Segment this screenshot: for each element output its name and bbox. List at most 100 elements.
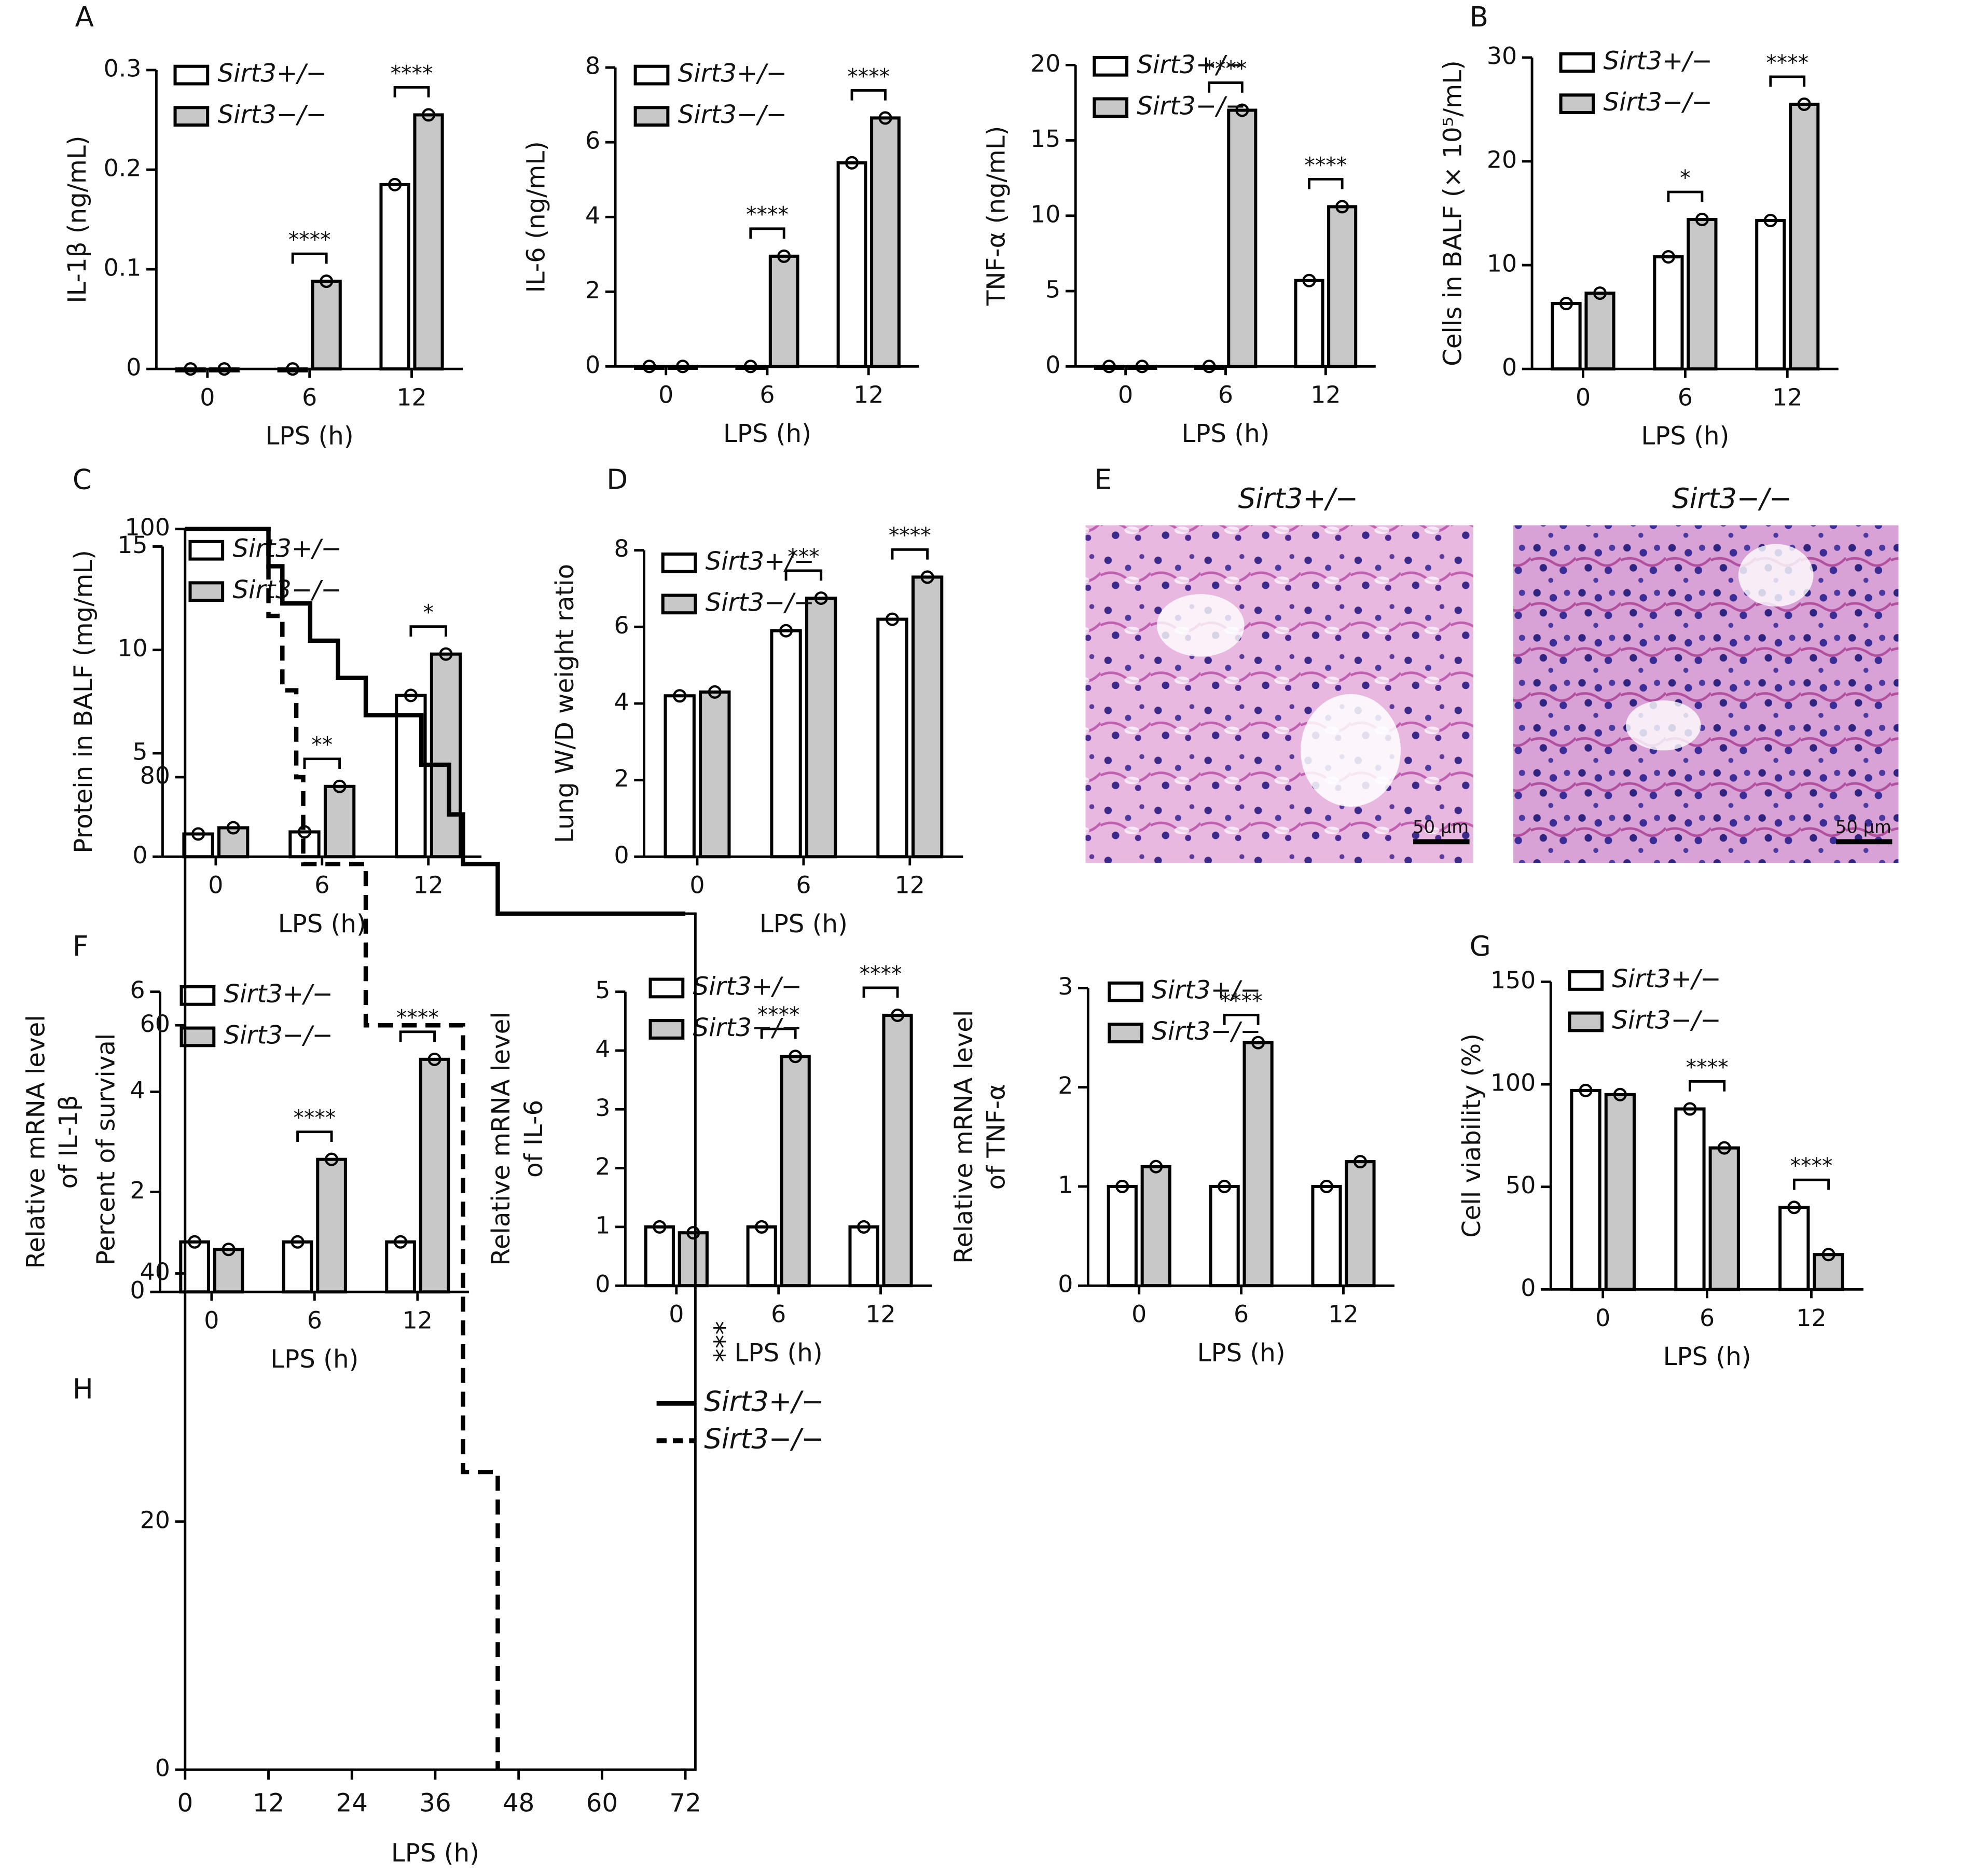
x-tick-label: 12 <box>253 1789 284 1818</box>
significance-bracket <box>1667 190 1704 202</box>
x-tick-label: 48 <box>503 1789 534 1818</box>
bar <box>848 1225 879 1288</box>
bar <box>780 1055 811 1288</box>
y-tick-label: 50 <box>1506 1171 1536 1199</box>
chart: C 0 5 10 15 Protein in BALF (mg/mL) LPS (h) 0 6 *… <box>69 464 482 939</box>
bar-cap <box>188 1235 202 1249</box>
y-axis-label: IL-6 (ng/mL) <box>522 141 551 293</box>
bar <box>1755 219 1786 371</box>
y-tick-label: 0 <box>130 1276 145 1304</box>
bar <box>699 690 731 859</box>
chart: B 0 10 20 30 Cells in BALF (× 10⁵/mL) LPS (h) 0… <box>1439 1 1839 451</box>
bar-cap <box>708 685 722 699</box>
x-tick-label: 0 <box>1131 1300 1147 1328</box>
significance-bracket <box>1792 1178 1830 1190</box>
legend-swatch <box>633 64 670 86</box>
x-tick-label: 6 <box>759 381 775 409</box>
significance-bracket <box>1769 75 1806 87</box>
x-tick-label: 72 <box>669 1789 701 1818</box>
x-tick-label: 6 <box>771 1300 786 1328</box>
y-axis-label: TNF-α (ng/mL) <box>982 126 1011 307</box>
bar <box>419 1057 450 1294</box>
y-tick-label: 4 <box>595 1034 610 1063</box>
y-tick-label: 10 <box>1487 250 1517 278</box>
x-tick-label: 12 <box>1328 1300 1358 1328</box>
legend-label: Sirt3−/− <box>706 588 814 617</box>
bar <box>664 694 696 859</box>
panel-label: D <box>606 464 628 496</box>
y-axis-label: Relative mRNA level <box>949 1010 978 1264</box>
legend-swatch <box>648 1019 685 1040</box>
bar-cap <box>333 779 347 793</box>
bar-cap <box>755 1220 769 1234</box>
y-tick-label: 0 <box>132 841 147 869</box>
x-tick-label: 24 <box>336 1789 368 1818</box>
x-tick-label: 0 <box>658 381 673 409</box>
bar-cap <box>777 249 791 263</box>
bar <box>644 1225 675 1288</box>
significance-bracket <box>1689 1080 1726 1092</box>
histology-panel: E Sirt3+/− Sirt3−/− 50 μm 50 μm <box>1085 464 1899 863</box>
bar <box>1687 218 1718 371</box>
significance-label: *** <box>788 544 819 569</box>
y-tick-label: 3 <box>595 1094 610 1122</box>
x-tick-label: 0 <box>177 1789 193 1818</box>
bar-cap <box>743 360 757 374</box>
y-tick-label: 0.1 <box>104 254 142 282</box>
significance-label: **** <box>1205 56 1247 81</box>
bar <box>213 1248 244 1294</box>
y-tick-label: 40 <box>140 1258 170 1286</box>
bar <box>430 652 462 859</box>
significance-label: **** <box>391 61 433 86</box>
y-axis-label: Lung W/D weight ratio <box>550 564 579 843</box>
y-tick-label: 4 <box>585 201 600 229</box>
x-tick-label: 6 <box>1700 1304 1715 1332</box>
significance-label: **** <box>860 961 902 986</box>
bar <box>1194 365 1224 370</box>
legend-label: Sirt3−/− <box>678 100 787 129</box>
bar-cap <box>845 156 859 170</box>
x-tick-label: 0 <box>204 1306 219 1334</box>
legend-label: Sirt3+/− <box>217 59 326 88</box>
chart: F 0 2 4 6 Relative mRNA level of IL-1β LPS (h) 0… <box>21 930 469 1374</box>
bar-cap <box>885 612 900 626</box>
y-tick-label: 5 <box>595 976 610 1004</box>
bar-cap <box>404 688 418 702</box>
x-tick-label: 12 <box>865 1300 895 1328</box>
legend-swatch <box>173 106 210 127</box>
significance-bracket <box>891 548 929 560</box>
x-tick-label: 12 <box>396 383 426 411</box>
significance-bracket <box>1223 1014 1260 1025</box>
legend-label: Sirt3−/− <box>693 1013 802 1042</box>
significance-label: **** <box>1304 153 1347 177</box>
scale-bar-label: 50 μm <box>1413 817 1469 837</box>
survival-line <box>185 527 500 1770</box>
significance-label: * <box>423 600 433 625</box>
bar <box>385 1240 416 1294</box>
legend-swatch <box>648 977 685 999</box>
x-tick-label: 36 <box>419 1789 451 1818</box>
bar <box>768 254 799 368</box>
y-tick-label: 80 <box>140 761 170 789</box>
chart: 0 2 4 6 8 IL-6 (ng/mL) LPS (h) 0 6 **** 12 **** Sirt… <box>522 52 919 448</box>
significance-bracket <box>291 252 328 264</box>
x-tick-label: 0 <box>1118 381 1133 409</box>
panel-label: G <box>1470 930 1491 962</box>
legend-label: Sirt3−/− <box>1137 91 1246 120</box>
bar-cap <box>1695 213 1709 227</box>
legend-swatch <box>1559 93 1595 114</box>
x-tick-label: 12 <box>413 871 444 899</box>
bar <box>678 1231 709 1288</box>
bar <box>1778 1206 1810 1291</box>
bar <box>746 1225 777 1288</box>
y-tick-label: 4 <box>130 1076 145 1104</box>
significance-label: **** <box>1686 1055 1729 1080</box>
panel-label: H <box>73 1373 93 1405</box>
bar-cap <box>291 1235 305 1249</box>
y-tick-label: 0 <box>155 1754 170 1782</box>
bar <box>836 161 867 368</box>
y-axis-label: of TNF-α <box>982 1084 1011 1190</box>
